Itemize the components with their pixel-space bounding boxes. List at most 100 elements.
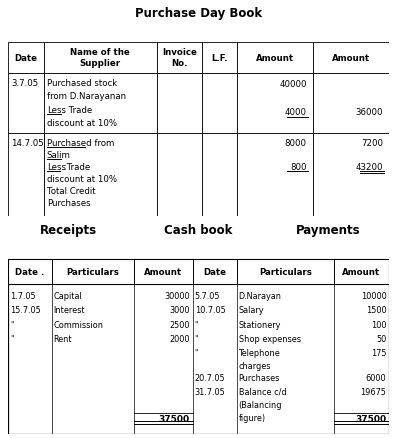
Text: 8000: 8000 bbox=[285, 139, 307, 148]
Bar bbox=[237, 134, 313, 217]
Text: Interest: Interest bbox=[54, 306, 85, 314]
Text: 37500: 37500 bbox=[355, 414, 386, 424]
Bar bbox=[202, 134, 237, 217]
Text: 10.7.05: 10.7.05 bbox=[195, 306, 225, 314]
Text: 1.7.05: 1.7.05 bbox=[10, 291, 35, 300]
Text: ": " bbox=[10, 320, 13, 329]
Bar bbox=[44, 42, 156, 74]
Text: Balance c/d: Balance c/d bbox=[239, 387, 286, 396]
Bar bbox=[156, 134, 202, 217]
Text: 1500: 1500 bbox=[366, 306, 386, 314]
Text: 43200: 43200 bbox=[355, 162, 383, 172]
Bar bbox=[193, 259, 237, 284]
Bar bbox=[237, 259, 334, 284]
Text: 4000: 4000 bbox=[285, 108, 307, 117]
Text: Purchased from: Purchased from bbox=[47, 139, 114, 148]
Bar bbox=[237, 42, 313, 74]
Text: 10000: 10000 bbox=[360, 291, 386, 300]
Text: Amount: Amount bbox=[256, 53, 294, 63]
Bar bbox=[202, 74, 237, 134]
Text: 40000: 40000 bbox=[279, 80, 307, 89]
Bar bbox=[156, 42, 202, 74]
Bar bbox=[202, 42, 237, 74]
Text: 2500: 2500 bbox=[170, 320, 190, 329]
Text: Date: Date bbox=[203, 267, 226, 276]
Text: from D.Narayanan: from D.Narayanan bbox=[47, 92, 126, 101]
Text: Date .: Date . bbox=[15, 267, 44, 276]
Text: 14.7.05: 14.7.05 bbox=[11, 139, 44, 148]
Text: 175: 175 bbox=[371, 348, 386, 357]
Text: Particulars: Particulars bbox=[66, 267, 119, 276]
Text: 31.7.05: 31.7.05 bbox=[195, 387, 225, 396]
Text: Amount: Amount bbox=[144, 267, 182, 276]
Text: Particulars: Particulars bbox=[259, 267, 312, 276]
Text: Payments: Payments bbox=[296, 223, 360, 236]
Text: 7200: 7200 bbox=[361, 139, 383, 148]
Bar bbox=[156, 74, 202, 134]
Text: (Balancing: (Balancing bbox=[239, 400, 282, 409]
Text: Cash book: Cash book bbox=[164, 223, 233, 236]
Text: Salary: Salary bbox=[239, 306, 264, 314]
Text: Less: Less bbox=[47, 106, 66, 114]
Bar bbox=[8, 134, 44, 217]
Text: Purchase Day Book: Purchase Day Book bbox=[135, 7, 262, 19]
Text: 3000: 3000 bbox=[170, 306, 190, 314]
Text: Purchased stock: Purchased stock bbox=[47, 79, 117, 88]
Text: Amount: Amount bbox=[342, 267, 380, 276]
Text: Capital: Capital bbox=[54, 291, 83, 300]
Text: 6000: 6000 bbox=[366, 373, 386, 381]
Text: L.F.: L.F. bbox=[211, 53, 228, 63]
Text: Amount: Amount bbox=[332, 53, 370, 63]
Text: ": " bbox=[195, 334, 198, 343]
Text: Telephone: Telephone bbox=[239, 348, 280, 357]
Text: 15.7.05: 15.7.05 bbox=[10, 306, 40, 314]
Bar bbox=[334, 259, 389, 284]
Text: 100: 100 bbox=[371, 320, 386, 329]
Bar bbox=[44, 134, 156, 217]
Text: Date: Date bbox=[15, 53, 38, 63]
Text: Stationery: Stationery bbox=[239, 320, 281, 329]
Text: 37500: 37500 bbox=[159, 414, 190, 424]
Text: 5.7.05: 5.7.05 bbox=[195, 291, 220, 300]
Bar bbox=[313, 42, 389, 74]
Text: Total Credit: Total Credit bbox=[47, 187, 95, 195]
Text: ": " bbox=[10, 334, 13, 343]
Bar bbox=[8, 259, 389, 434]
Text: 30000: 30000 bbox=[164, 291, 190, 300]
Bar bbox=[237, 74, 313, 134]
Text: 800: 800 bbox=[290, 162, 307, 172]
Bar bbox=[8, 259, 52, 284]
Bar bbox=[313, 74, 389, 134]
Bar bbox=[134, 259, 193, 284]
Text: Purchases: Purchases bbox=[239, 373, 280, 381]
Text: 19675: 19675 bbox=[360, 387, 386, 396]
Text: Commission: Commission bbox=[54, 320, 104, 329]
Text: ": " bbox=[195, 348, 198, 357]
Text: Salim: Salim bbox=[47, 151, 71, 160]
Text: Receipts: Receipts bbox=[40, 223, 98, 236]
Text: 36000: 36000 bbox=[355, 108, 383, 117]
Bar bbox=[313, 134, 389, 217]
Text: discount at 10%: discount at 10% bbox=[47, 119, 117, 128]
Text: Invoice
No.: Invoice No. bbox=[162, 48, 197, 68]
Bar bbox=[8, 42, 44, 74]
Text: 3.7.05: 3.7.05 bbox=[11, 79, 38, 88]
Bar bbox=[52, 259, 134, 284]
Text: charges: charges bbox=[239, 361, 271, 370]
Text: Rent: Rent bbox=[54, 334, 72, 343]
Text: 20.7.05: 20.7.05 bbox=[195, 373, 225, 381]
Text: : Trade: : Trade bbox=[63, 106, 92, 114]
Text: Shop expenses: Shop expenses bbox=[239, 334, 301, 343]
Text: 50: 50 bbox=[376, 334, 386, 343]
Text: Less: Less bbox=[47, 162, 66, 172]
Text: D.Narayan: D.Narayan bbox=[239, 291, 281, 300]
Text: ": " bbox=[195, 320, 198, 329]
Text: Name of the
Supplier: Name of the Supplier bbox=[71, 48, 130, 68]
Text: discount at 10%: discount at 10% bbox=[47, 175, 117, 184]
Bar bbox=[8, 284, 389, 434]
Bar bbox=[44, 74, 156, 134]
Text: Purchases: Purchases bbox=[47, 198, 91, 207]
Text: figure): figure) bbox=[239, 413, 266, 422]
Bar bbox=[8, 74, 44, 134]
Text: :Trade: :Trade bbox=[61, 162, 91, 172]
